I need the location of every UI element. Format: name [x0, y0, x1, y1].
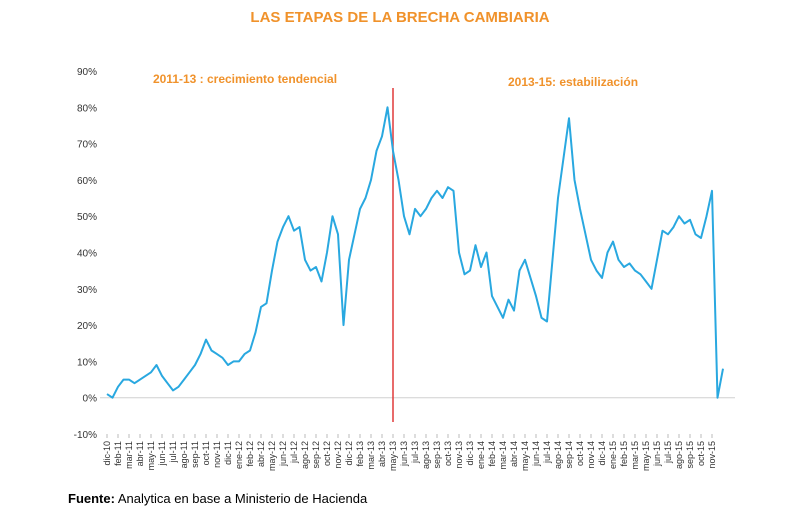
source-label: Fuente:	[68, 491, 115, 506]
x-tick-label: mar-11	[124, 441, 134, 469]
x-tick-label: oct-15	[696, 441, 706, 466]
y-tick-label: 20%	[77, 321, 97, 332]
x-tick-label: feb-15	[619, 441, 629, 467]
x-tick-label: ene-15	[608, 441, 618, 469]
source: Fuente: Analytica en base a Ministerio d…	[68, 491, 368, 506]
x-tick-label: sep-11	[190, 441, 200, 468]
x-tick-label: ago-12	[300, 441, 310, 469]
x-tick-label: oct-11	[201, 441, 211, 465]
x-tick-label: mar-15	[630, 441, 640, 470]
x-tick-label: jul-14	[542, 441, 552, 464]
x-tick-label: jul-11	[168, 441, 178, 463]
x-tick-label: feb-13	[355, 441, 365, 467]
x-tick-label: jun-14	[531, 441, 541, 467]
x-tick-label: dic-10	[102, 441, 112, 466]
x-tick-label: oct-14	[575, 441, 585, 466]
x-tick-label: ago-13	[421, 441, 431, 469]
x-tick-label: abr-11	[135, 441, 145, 466]
x-tick-label: abr-12	[256, 441, 266, 467]
x-tick-label: sep-12	[311, 441, 321, 469]
x-tick-label: ene-12	[234, 441, 244, 469]
x-tick-label: jun-11	[157, 441, 167, 466]
y-tick-label: 70%	[77, 140, 97, 151]
x-tick-label: oct-13	[443, 441, 453, 466]
x-tick-label: jul-15	[663, 441, 673, 464]
x-tick-label: jun-12	[278, 441, 288, 467]
x-tick-label: may-12	[267, 441, 277, 471]
x-tick-label: nov-15	[707, 441, 717, 469]
x-tick-label: nov-13	[454, 441, 464, 469]
x-tick-label: ago-11	[179, 441, 189, 468]
x-tick-label: feb-14	[487, 441, 497, 467]
x-tick-label: dic-11	[223, 441, 233, 465]
y-tick-label: 80%	[77, 103, 97, 114]
x-tick-label: ene-14	[476, 441, 486, 469]
x-tick-label: sep-15	[685, 441, 695, 469]
x-tick-label: jun-15	[652, 441, 662, 467]
y-tick-label: 30%	[77, 285, 97, 296]
x-tick-label: nov-12	[333, 441, 343, 469]
x-tick-label: abr-13	[377, 441, 387, 467]
x-tick-label: jun-13	[399, 441, 409, 467]
y-tick-label: 60%	[77, 176, 97, 187]
x-tick-label: may-14	[520, 441, 530, 471]
y-tick-label: 0%	[83, 394, 98, 405]
chart-title: LAS ETAPAS DE LA BRECHA CAMBIARIA	[250, 9, 549, 26]
x-tick-label: feb-11	[113, 441, 123, 466]
x-tick-label: abr-14	[509, 441, 519, 467]
x-tick-label: nov-14	[586, 441, 596, 469]
x-tick-label: ago-15	[674, 441, 684, 469]
y-tick-label: 50%	[77, 212, 97, 223]
x-tick-label: may-15	[641, 441, 651, 471]
x-tick-label: ago-14	[553, 441, 563, 469]
y-tick-label: 40%	[77, 249, 97, 260]
annotation: 2013-15: estabilización	[508, 75, 638, 89]
x-tick-label: jul-12	[289, 441, 299, 464]
x-tick-label: sep-13	[432, 441, 442, 469]
x-tick-label: nov-11	[212, 441, 222, 468]
x-tick-label: mar-14	[498, 441, 508, 470]
x-tick-label: jul-13	[410, 441, 420, 464]
y-tick-label: 10%	[77, 357, 97, 368]
x-tick-label: feb-12	[245, 441, 255, 467]
x-tick-label: sep-14	[564, 441, 574, 469]
series-line	[106, 106, 724, 399]
y-tick-label: 90%	[77, 67, 97, 78]
x-tick-label: dic-12	[344, 441, 354, 466]
x-tick-label: dic-13	[465, 441, 475, 466]
y-tick-label: -10%	[74, 430, 97, 441]
annotation: 2011-13 : crecimiento tendencial	[153, 72, 337, 86]
source-text: Analytica en base a Ministerio de Hacien…	[118, 491, 368, 506]
x-tick-label: oct-12	[322, 441, 332, 466]
x-tick-label: may-11	[146, 441, 156, 470]
x-tick-label: dic-14	[597, 441, 607, 466]
x-tick-label: may-13	[388, 441, 398, 471]
x-tick-label: mar-13	[366, 441, 376, 470]
